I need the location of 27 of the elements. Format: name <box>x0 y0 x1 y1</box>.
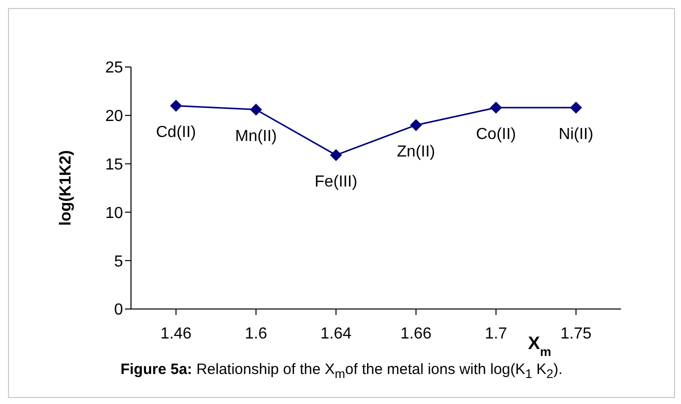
point <box>170 100 182 112</box>
y-tick-label: 15 <box>105 156 124 174</box>
x-tick-label: 1.64 <box>320 325 352 342</box>
annotation: Mn(II) <box>235 128 277 145</box>
x-tick-label: 1.66 <box>400 325 432 342</box>
point <box>410 119 422 132</box>
point <box>330 149 342 162</box>
x-tick-label: 1.7 <box>484 325 508 342</box>
annotation: Zn(II) <box>396 143 436 160</box>
y-tick-label: 10 <box>105 204 124 222</box>
y-tick-label: 0 <box>114 302 124 319</box>
x-tick-label: 1.75 <box>560 325 592 342</box>
point <box>250 104 262 116</box>
y-tick-label: 20 <box>105 108 124 126</box>
annotation: Fe(III) <box>314 173 358 190</box>
annotation: Cd(II) <box>156 124 196 142</box>
caption: Figure 5a: Relationship of the X$_{m}$of the metal ions with log(K$_{1}$ K$_{2}$). <box>120 361 563 381</box>
y-tick-label: 5 <box>114 253 124 270</box>
x-tick-label: 1.46 <box>160 325 192 342</box>
x-tick-label: 1.6 <box>244 325 268 342</box>
annotation: Ni(II) <box>558 126 594 144</box>
annotation: Co(II) <box>476 126 516 144</box>
y-axis-title: log(K1K2) <box>58 150 75 226</box>
x-axis-title: X$_{m}$ <box>528 333 552 359</box>
point <box>490 102 502 114</box>
point <box>570 102 582 114</box>
y-tick-label: 25 <box>105 60 124 77</box>
